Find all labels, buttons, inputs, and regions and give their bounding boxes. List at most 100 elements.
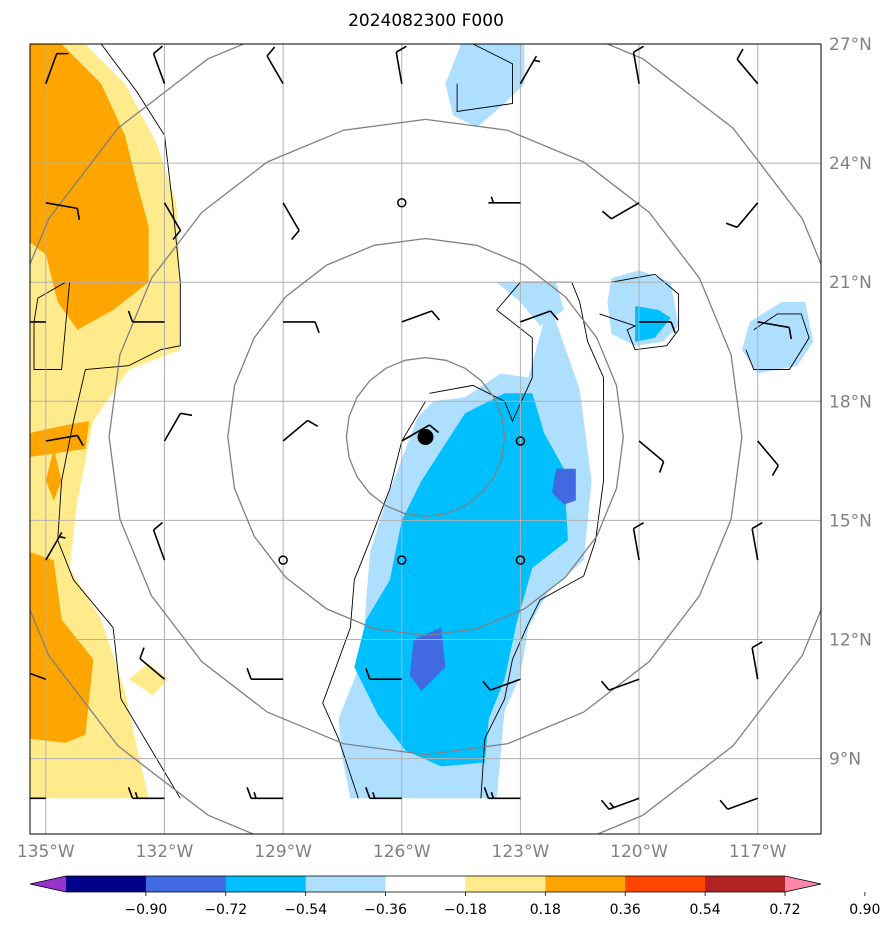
x-tick-label: 120°W [610,842,668,862]
colorbar-segment [625,876,706,892]
wind-barb [152,521,166,561]
wind-barb [152,45,166,84]
zero-contour-6 [322,401,426,799]
wind-barb [632,522,645,561]
wind-barb [488,196,521,204]
wind-barb [639,321,676,334]
wind-barb [751,641,763,680]
wind-barb [139,647,166,680]
wind-barb [163,202,182,240]
storm-center-layer [417,429,434,446]
storm-center-dot [417,429,434,446]
wind-barb [365,787,402,800]
x-tick-label: 117°W [729,842,787,862]
calm-wind-marker [397,198,407,208]
colorbar-segment [225,876,307,892]
colorbar-tick-label: 0.54 [690,902,721,918]
y-tick-label: 21°N [829,273,872,293]
wind-barb [30,667,47,680]
colorbar-segment [705,876,786,892]
colorbar-tick-label: 0.18 [530,902,561,918]
wind-barb [601,202,640,220]
wind-barb [45,202,81,221]
x-axis-labels: 135°W 132°W 129°W 126°W 123°W 120°W 117°W [17,842,787,862]
gridlines [30,44,821,834]
x-tick-label: 126°W [373,842,431,862]
shaded-region-5 [128,663,169,696]
wind-barb [757,440,779,477]
zero-contour-4 [745,313,810,370]
colorbar-segment [545,876,626,892]
shaded-region-6 [445,44,525,128]
wind-barb [483,787,521,800]
y-axis-labels: 27°N 24°N 21°N 18°N 15°N 12°N 9°N [829,35,872,770]
wind-barb [282,419,319,442]
wind-barb [45,434,84,446]
zero-contour-0 [57,44,181,799]
wind-barb [395,45,407,84]
colorbar-tick-label: −0.18 [444,902,487,918]
x-tick-label: 123°W [492,842,550,862]
colorbar-tick-label: 0.36 [610,902,641,918]
colorbar-under-extension [30,876,66,892]
y-tick-label: 12°N [829,630,872,650]
colorbar-tick-label: −0.36 [364,902,407,918]
wind-barb [401,310,441,323]
colorbar-tick-label: 0.90 [849,902,880,918]
zero-contour-2 [456,44,513,113]
colorbar-segment [465,876,546,892]
y-tick-label: 24°N [829,154,872,174]
wind-barb [365,667,402,681]
wind-barb [127,310,165,323]
shaded-region-13 [552,468,576,505]
y-tick-label: 18°N [829,392,872,412]
wind-barb [45,52,69,84]
wind-barb [30,797,46,800]
x-tick-label: 135°W [17,842,75,862]
wind-barb [520,310,559,323]
wind-barb [757,321,793,340]
wind-barb [719,797,758,810]
shaded-region-14 [409,627,446,692]
wind-barb [600,678,640,691]
wind-barb [45,531,66,561]
wind-barb [30,321,46,323]
colorbar-tick-label: −0.72 [204,902,247,918]
wind-barb [632,45,645,84]
map-title: 2024082300 F000 [348,11,504,31]
map-frame [29,43,822,835]
wind-barb [163,412,193,442]
colorbar-tick-label: 0.72 [769,902,800,918]
wind-barb [751,522,763,561]
y-tick-label: 15°N [829,511,872,531]
wind-barb [246,787,284,800]
colorbar-over-extension [785,876,821,892]
zero-contour-1 [33,281,71,370]
wind-barb [283,321,320,334]
range-ring [227,237,624,637]
wind-barb [736,48,759,85]
wind-barb [282,202,300,240]
wind-barb [519,55,541,85]
shaded-region-12 [354,393,568,767]
shaded-region-8 [635,306,671,342]
colorbar-tick-label: −0.90 [124,902,167,918]
wind-barb [725,202,759,229]
wind-barb [638,440,665,473]
wind-barb [600,797,640,810]
colorbar: −0.90 −0.72 −0.54 −0.36 −0.18 0.18 0.36 0.54 0.7… [29,875,880,918]
wind-barb [246,667,284,681]
colorbar-segment [385,876,466,892]
calm-wind-marker [278,555,288,565]
calm-wind-marker [515,436,526,446]
x-tick-label: 132°W [136,842,194,862]
range-ring [108,118,743,756]
shaded-region-1 [30,44,149,330]
y-tick-label: 27°N [829,35,872,55]
colorbar-tick-label: −0.54 [284,902,327,918]
shading-layer [30,44,814,799]
shaded-region-3 [45,448,62,501]
colorbar-segment [66,876,147,892]
wind-barb [482,678,521,691]
